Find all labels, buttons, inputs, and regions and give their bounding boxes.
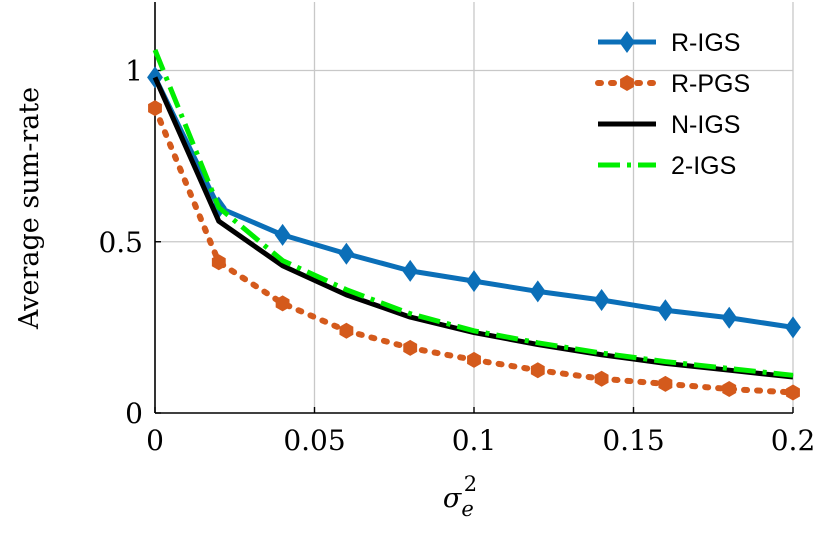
y-tick-label: 1 — [125, 55, 143, 88]
hexagon-marker — [658, 375, 673, 392]
hexagon-marker — [530, 362, 545, 379]
diamond-marker — [402, 259, 419, 282]
legend: R-IGS R-PGS N-IGS 2-IGS — [595, 29, 750, 180]
tick-labels: 0 0.05 0.1 0.15 0.2 0 0.5 1 — [98, 55, 815, 458]
legend-item-2-igs: 2-IGS — [598, 152, 736, 180]
legend-label: 2-IGS — [671, 152, 736, 180]
diamond-marker — [619, 31, 635, 53]
hexagon-marker — [786, 384, 800, 401]
legend-label: R-IGS — [671, 29, 740, 57]
diamond-marker — [785, 316, 801, 339]
hexagon-marker — [467, 351, 481, 368]
diamond-marker — [529, 280, 546, 303]
diamond-marker — [466, 270, 482, 293]
diamond-marker — [274, 223, 291, 246]
x-tick-label: 0.05 — [283, 424, 345, 457]
x-tick-label: 0.15 — [602, 424, 664, 457]
x-axis-label: σe2 — [443, 472, 477, 521]
series-r-pgs — [148, 100, 800, 401]
legend-label: N-IGS — [671, 111, 740, 139]
hexagon-marker — [722, 381, 737, 398]
hexagon-marker — [594, 370, 609, 387]
hexagon-marker — [148, 100, 162, 117]
hexagon-marker — [339, 322, 354, 339]
x-axis-label-base: σ — [443, 483, 463, 514]
x-tick-label: 0.1 — [452, 424, 497, 457]
legend-item-r-pgs: R-PGS — [595, 70, 750, 98]
x-tick-label: 0.2 — [771, 424, 816, 457]
diamond-marker — [657, 299, 674, 322]
x-axis-label-sub: e — [461, 497, 473, 521]
hexagon-marker — [275, 295, 290, 312]
x-axis-label-sup: 2 — [464, 472, 477, 496]
legend-item-n-igs: N-IGS — [598, 111, 740, 139]
legend-item-r-igs: R-IGS — [598, 29, 740, 57]
hexagon-marker — [211, 254, 226, 271]
hexagon-marker — [620, 75, 634, 91]
diamond-marker — [593, 288, 610, 311]
series-r-igs — [147, 66, 801, 339]
series-line-2-igs — [152, 49, 794, 378]
series-2-igs — [152, 49, 794, 378]
y-tick-label: 0 — [125, 397, 143, 430]
y-tick-label: 0.5 — [98, 226, 143, 259]
grid — [155, 2, 794, 413]
hexagon-marker — [403, 339, 418, 356]
diamond-marker — [338, 242, 355, 265]
series-group — [147, 49, 801, 401]
legend-label: R-PGS — [671, 70, 750, 98]
x-tick-label: 0 — [146, 424, 164, 457]
diamond-marker — [721, 306, 738, 329]
y-axis-label: Average sum-rate — [14, 87, 45, 330]
